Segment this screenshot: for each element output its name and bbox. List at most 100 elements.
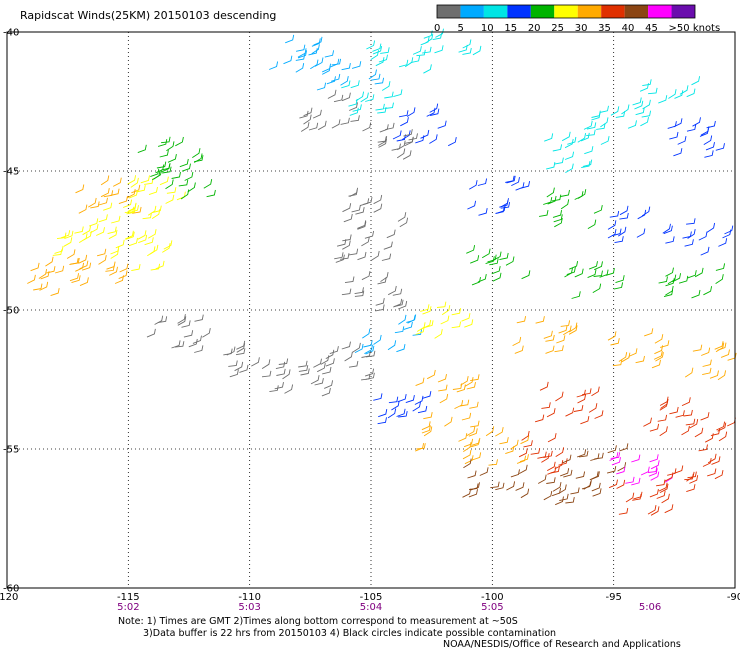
wind-barb-3-2-12 bbox=[637, 209, 647, 220]
wind-barb-1-2-13 bbox=[380, 47, 390, 54]
wind-barb-4-9-2 bbox=[616, 479, 626, 489]
wind-barb-4-4-12 bbox=[619, 443, 629, 452]
wind-barb-3-7-9 bbox=[422, 319, 432, 329]
wind-barb-2-7-5 bbox=[177, 316, 187, 326]
wind-barb-0-2-1 bbox=[142, 212, 152, 220]
wind-barb-0-8-8 bbox=[150, 168, 160, 178]
wind-barb-3-4-0 bbox=[487, 254, 497, 263]
wind-barb-4-9-8 bbox=[649, 489, 659, 498]
wind-barb-3-4-7 bbox=[491, 266, 501, 275]
wind-barb-0-3-5 bbox=[166, 187, 177, 194]
wind-barb-0-1-6 bbox=[131, 184, 141, 194]
wind-barb-2-0-4 bbox=[373, 203, 383, 213]
wind-barb-3-5-12 bbox=[605, 268, 615, 276]
wind-barb-3-10-2 bbox=[692, 344, 703, 352]
wind-barb-4-1-9 bbox=[423, 426, 433, 437]
wind-barb-0-0-11 bbox=[108, 229, 118, 240]
wind-barb-3-12-6 bbox=[576, 389, 586, 398]
wind-barb-2-5-3 bbox=[313, 358, 322, 368]
wind-barb-3-9-0 bbox=[653, 350, 663, 360]
wind-barb-2-4-5 bbox=[344, 351, 353, 362]
wind-barb-4-7-8 bbox=[518, 464, 528, 474]
wind-barb-0-0-9 bbox=[60, 230, 71, 239]
wind-barb-3-4-12 bbox=[471, 277, 481, 286]
wind-barb-0-6-4 bbox=[78, 254, 88, 264]
wind-barb-4-3-13 bbox=[541, 453, 550, 463]
wind-barb-0-0-7 bbox=[52, 249, 63, 256]
wind-barb-2-2-1 bbox=[344, 276, 355, 284]
wind-barb-1-7-10 bbox=[379, 124, 389, 133]
wind-barb-0-4-11 bbox=[166, 141, 175, 152]
wind-barb-4-2-2 bbox=[464, 455, 474, 465]
wind-barb-2-5-1 bbox=[321, 387, 331, 397]
wind-barb-2-0-1 bbox=[342, 203, 352, 213]
wind-barb-0-8-11 bbox=[155, 164, 165, 174]
wind-barb-2-0-8 bbox=[363, 197, 373, 205]
wind-barb-3-2-2 bbox=[619, 212, 629, 220]
wind-barb-4-4-13 bbox=[590, 453, 600, 461]
wind-barb-1-0-8 bbox=[313, 36, 323, 46]
wind-barb-3-15-2 bbox=[561, 131, 571, 142]
wind-barb-0-7-8 bbox=[144, 237, 154, 246]
wind-barb-3-13-3 bbox=[659, 426, 668, 437]
wind-barb-1-1-4 bbox=[326, 76, 336, 85]
wind-barb-4-1-12 bbox=[470, 420, 480, 428]
wind-barb-3-8-13 bbox=[556, 335, 566, 344]
wind-barb-3-16-13 bbox=[600, 117, 609, 128]
wind-barb-4-2-7 bbox=[499, 437, 509, 445]
wind-barb-3-18-13 bbox=[673, 148, 683, 157]
wind-barbs bbox=[27, 28, 737, 516]
wind-barb-1-0-3 bbox=[283, 55, 293, 65]
wind-barb-4-4-5 bbox=[579, 450, 589, 458]
wind-barb-0-6-13 bbox=[70, 257, 80, 265]
wind-barb-1-1-7 bbox=[321, 65, 331, 75]
x-tick-1: -115 bbox=[117, 592, 140, 603]
wind-barb-0-4-2 bbox=[181, 163, 191, 172]
wind-barb-1-6-8 bbox=[340, 117, 350, 125]
colorbar-label-9: 45 bbox=[645, 23, 658, 34]
wind-barb-3-0-7 bbox=[478, 208, 488, 216]
wind-barb-3-7-11 bbox=[441, 305, 451, 316]
wind-barb-4-8-12 bbox=[551, 487, 562, 497]
wind-barb-3-15-10 bbox=[581, 161, 591, 169]
wind-barb-4-5-12 bbox=[647, 466, 658, 473]
wind-barb-3-11-9 bbox=[469, 401, 479, 409]
wind-barb-3-9-6 bbox=[610, 338, 620, 346]
wind-barb-2-3-12 bbox=[363, 340, 373, 348]
wind-barb-3-16-8 bbox=[621, 104, 630, 115]
wind-barb-4-7-6 bbox=[467, 470, 477, 479]
wind-barb-3-15-8 bbox=[567, 136, 577, 145]
wind-barb-3-10-4 bbox=[701, 347, 711, 356]
wind-barb-4-6-2 bbox=[711, 456, 721, 465]
wind-barb-2-2-13 bbox=[375, 298, 385, 306]
colorbar-frame bbox=[436, 4, 696, 19]
wind-barb-4-9-3 bbox=[608, 479, 618, 489]
wind-barb-4-6-11 bbox=[707, 468, 717, 477]
wind-barb-3-15-11 bbox=[582, 159, 593, 167]
wind-barb-3-0-13 bbox=[511, 177, 520, 187]
wind-barb-2-3-5 bbox=[365, 345, 375, 355]
wind-barb-0-3-2 bbox=[159, 176, 169, 186]
wind-barb-3-9-4 bbox=[618, 352, 628, 362]
wind-barb-1-2-10 bbox=[423, 64, 432, 74]
wind-barb-3-5-5 bbox=[571, 291, 581, 299]
wind-barb-0-1-4 bbox=[100, 175, 110, 186]
wind-barb-4-9-9 bbox=[656, 490, 666, 499]
wind-barb-1-4-12 bbox=[384, 102, 394, 109]
wind-barb-2-6-0 bbox=[229, 369, 239, 378]
wind-barb-0-3-4 bbox=[122, 199, 133, 208]
wind-barb-3-16-7 bbox=[596, 123, 606, 130]
wind-barb-3-13-1 bbox=[649, 423, 660, 432]
wind-barb-4-4-1 bbox=[560, 468, 570, 477]
wind-barb-4-5-9 bbox=[625, 476, 635, 484]
wind-barb-0-7-6 bbox=[138, 234, 148, 244]
wind-barb-4-5-10 bbox=[649, 454, 659, 463]
wind-barb-2-1-4 bbox=[342, 240, 351, 250]
wind-barb-4-1-8 bbox=[421, 425, 431, 434]
wind-barb-4-9-7 bbox=[647, 505, 657, 515]
wind-barb-3-11-13 bbox=[452, 383, 463, 390]
wind-barb-3-9-2 bbox=[659, 340, 670, 348]
wind-barb-2-7-2 bbox=[157, 316, 168, 324]
wind-barb-4-4-10 bbox=[576, 449, 587, 458]
wind-barb-3-8-11 bbox=[554, 345, 564, 353]
